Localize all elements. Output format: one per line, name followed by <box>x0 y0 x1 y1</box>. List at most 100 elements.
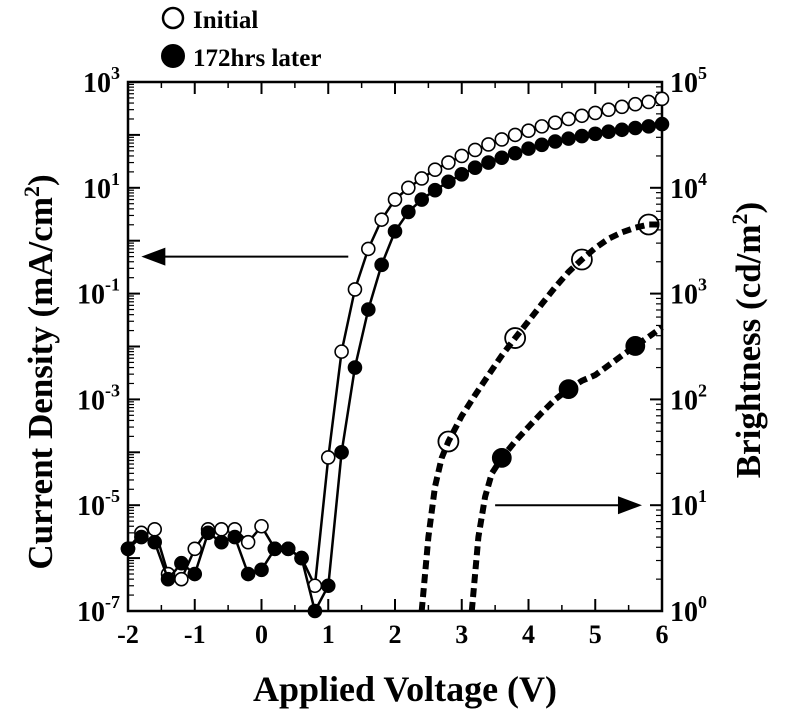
tick-base: 10 <box>670 174 698 205</box>
data-point <box>134 529 149 545</box>
data-point <box>547 115 563 131</box>
data-point <box>614 99 630 115</box>
x-tick-label: 2 <box>389 620 402 649</box>
data-point <box>187 541 203 557</box>
data-point <box>374 257 389 273</box>
data-point <box>334 444 349 460</box>
data-point <box>387 224 403 239</box>
data-point <box>160 571 176 587</box>
y-right-axis-label-close: ) <box>729 202 768 214</box>
data-point <box>347 282 363 297</box>
x-tick-label: -1 <box>184 620 206 649</box>
x-tick-label: 6 <box>656 620 669 649</box>
y-right-axis-label-sup: 2 <box>727 213 752 224</box>
tick-exponent: 1 <box>698 486 707 506</box>
x-tick-label: 1 <box>322 620 335 649</box>
data-point <box>280 541 296 557</box>
y-left-tick-label: 10-1 <box>77 275 120 311</box>
y-left-axis-label-main: Current Density (mA/cm <box>21 197 60 570</box>
data-point <box>627 120 643 136</box>
x-axis-label: Applied Voltage (V) <box>253 669 557 709</box>
data-point <box>254 518 269 534</box>
y-right-tick-label: 101 <box>670 486 707 522</box>
data-point <box>320 578 336 594</box>
arrow-head <box>141 247 166 266</box>
data-point <box>427 162 443 177</box>
data-point <box>437 430 460 453</box>
y-left-tick-label: 101 <box>83 169 120 205</box>
y-left-axis-label-close: ) <box>21 174 60 186</box>
data-point <box>637 213 660 236</box>
tick-exponent: -3 <box>105 380 120 400</box>
data-point <box>641 119 656 134</box>
tick-exponent: 3 <box>111 63 120 83</box>
data-point <box>571 248 593 271</box>
y-right-tick-label: 102 <box>670 380 707 416</box>
data-point <box>547 134 563 149</box>
data-point <box>454 148 470 164</box>
series-layer <box>120 91 670 619</box>
data-point <box>214 522 229 537</box>
tick-base: 10 <box>77 385 105 416</box>
data-point <box>627 96 643 112</box>
data-point <box>467 160 483 175</box>
y-left-axis-label: Current Density (mA/cm2) <box>19 174 60 569</box>
data-point <box>374 212 389 227</box>
data-point <box>174 571 189 587</box>
data-point <box>214 534 229 550</box>
data-point <box>387 192 403 207</box>
tick-base: 10 <box>670 385 698 416</box>
tick-base: 10 <box>670 597 698 628</box>
tick-exponent: 1 <box>111 169 120 189</box>
data-point <box>187 566 203 582</box>
y-left-tick-label: 10-3 <box>77 380 120 416</box>
data-point <box>625 336 646 356</box>
tick-exponent: -7 <box>105 592 120 612</box>
y-right-tick-label: 105 <box>670 63 707 99</box>
tick-base: 10 <box>77 280 105 311</box>
data-point <box>414 171 430 186</box>
data-point <box>558 379 579 400</box>
arrow-head <box>617 496 642 515</box>
data-point <box>654 91 670 107</box>
data-point <box>347 360 363 375</box>
y-right-tick-label: 103 <box>670 275 707 311</box>
tick-base: 10 <box>670 68 698 99</box>
legend: Initial 172hrs later <box>161 6 321 72</box>
x-tick-label: 0 <box>255 620 268 649</box>
tick-exponent: 3 <box>698 275 707 295</box>
data-point <box>427 182 443 198</box>
data-point <box>574 108 590 124</box>
data-point <box>454 166 470 182</box>
data-point <box>507 127 523 143</box>
x-tick-label: 5 <box>589 620 602 649</box>
tick-exponent: 5 <box>698 63 707 83</box>
data-point <box>240 534 256 550</box>
legend-marker-initial <box>161 6 185 30</box>
data-point <box>561 111 576 127</box>
y-left-tick-label: 103 <box>83 63 120 99</box>
tick-exponent: 0 <box>698 592 707 612</box>
data-point <box>534 119 550 134</box>
tick-exponent: -1 <box>105 275 120 295</box>
y-right-tick-label: 104 <box>670 169 707 205</box>
data-point <box>334 344 349 359</box>
data-point <box>267 541 283 557</box>
y-right-axis-label-main: Brightness (cd/m <box>729 224 768 478</box>
data-point <box>401 204 416 220</box>
tick-base: 10 <box>83 68 111 99</box>
data-point <box>414 192 430 207</box>
data-point <box>574 128 590 144</box>
x-tick-labels: -2 -1 0 1 2 3 4 5 6 <box>117 620 668 649</box>
data-point <box>174 555 189 571</box>
tick-base: 10 <box>670 491 698 522</box>
y-left-tick-label: 10-5 <box>77 486 120 522</box>
data-point <box>254 562 269 578</box>
data-point <box>534 137 550 153</box>
data-point <box>360 241 376 257</box>
data-point <box>227 529 243 545</box>
tick-exponent: -5 <box>105 486 120 506</box>
data-point <box>491 447 512 468</box>
